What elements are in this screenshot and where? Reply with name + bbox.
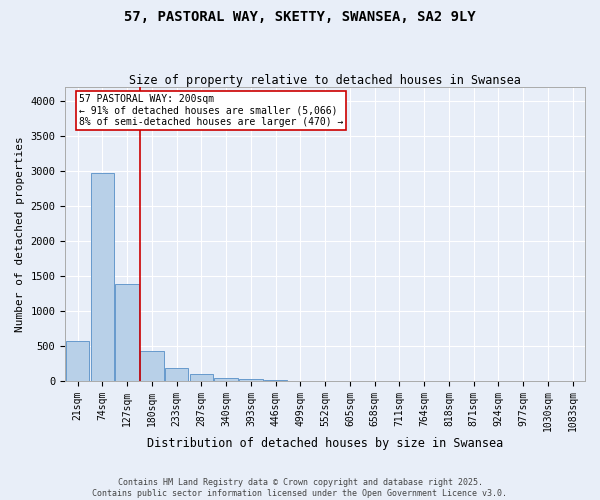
Bar xyxy=(66,342,89,380)
Text: 57 PASTORAL WAY: 200sqm
← 91% of detached houses are smaller (5,066)
8% of semi-: 57 PASTORAL WAY: 200sqm ← 91% of detache… xyxy=(79,94,343,127)
Bar xyxy=(140,351,164,380)
Title: Size of property relative to detached houses in Swansea: Size of property relative to detached ho… xyxy=(129,74,521,87)
Bar xyxy=(239,379,263,380)
Text: 57, PASTORAL WAY, SKETTY, SWANSEA, SA2 9LY: 57, PASTORAL WAY, SKETTY, SWANSEA, SA2 9… xyxy=(124,10,476,24)
Bar xyxy=(165,368,188,380)
X-axis label: Distribution of detached houses by size in Swansea: Distribution of detached houses by size … xyxy=(147,437,503,450)
Bar xyxy=(91,173,114,380)
Text: Contains HM Land Registry data © Crown copyright and database right 2025.
Contai: Contains HM Land Registry data © Crown c… xyxy=(92,478,508,498)
Bar xyxy=(214,378,238,380)
Bar xyxy=(115,284,139,380)
Y-axis label: Number of detached properties: Number of detached properties xyxy=(15,136,25,332)
Bar xyxy=(190,374,213,380)
